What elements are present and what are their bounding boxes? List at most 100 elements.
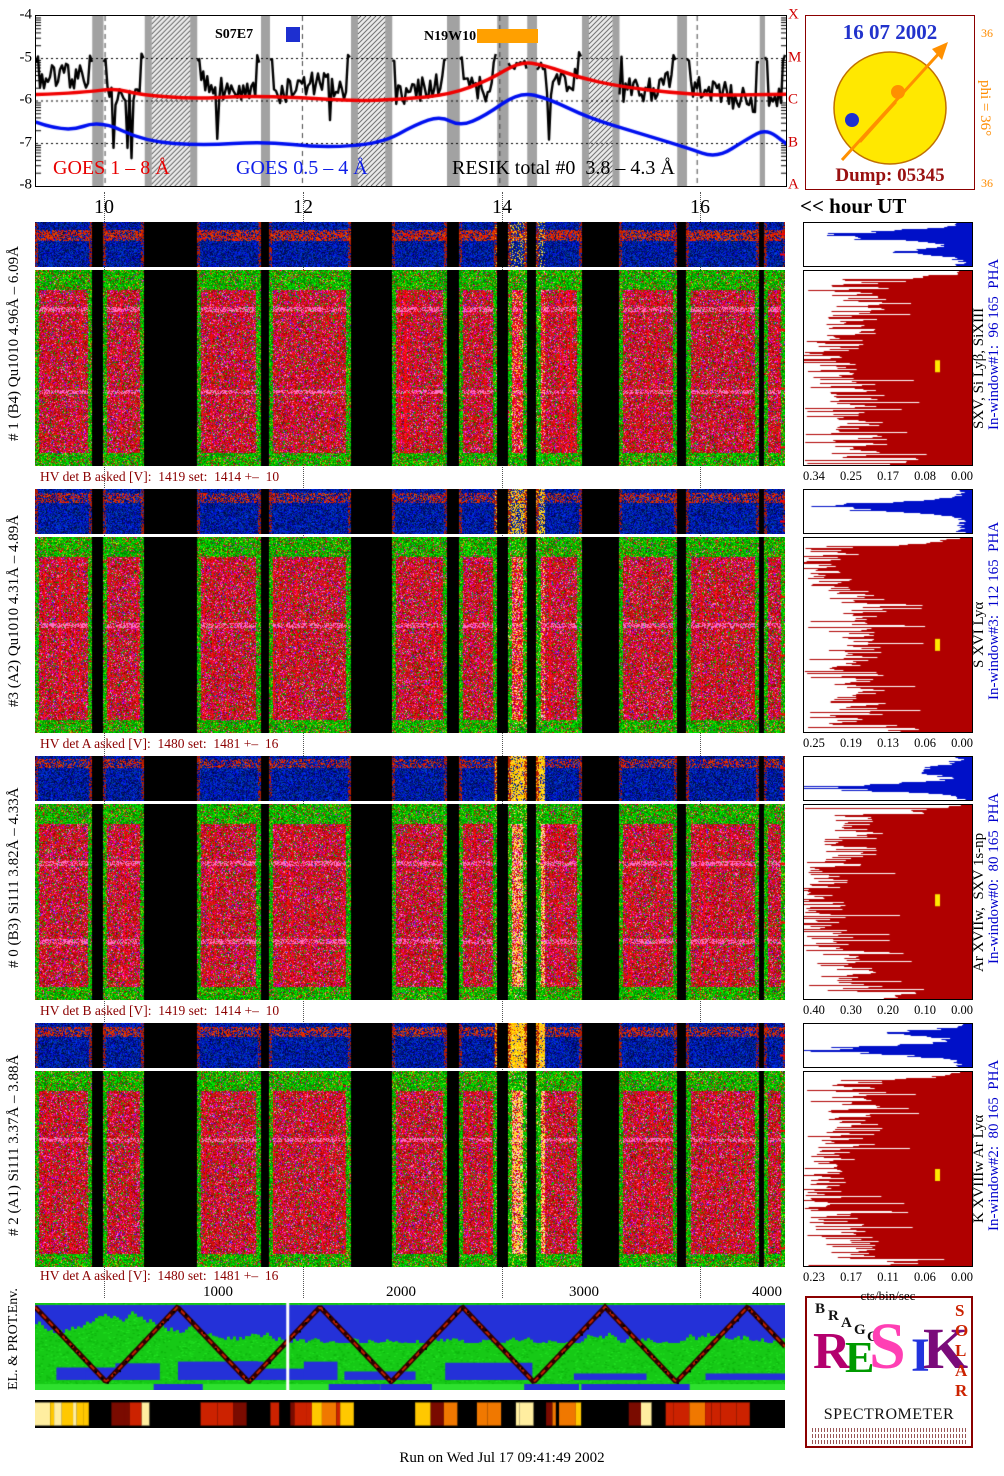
channel-0-pha-histogram <box>803 756 973 801</box>
logo-fineprint <box>812 1428 966 1432</box>
phi-angle-label: phi = 36° <box>977 79 993 137</box>
hour-guideline-14 <box>502 192 503 1298</box>
flare-marker-n19w10-bar <box>477 29 538 43</box>
channel-0-line-ids: Ar XVIIw, SXV 1s-np <box>971 832 987 972</box>
goes-class-c: C <box>788 91 799 108</box>
hist-axis-value: 0.08 <box>914 469 936 483</box>
channel-0-window-label: In-window#0: 80 165 PHA <box>986 792 1002 964</box>
logo-caption: SPECTROMETER <box>823 1406 955 1423</box>
axis-inner-line <box>859 101 897 143</box>
hist-axis-value: 0.34 <box>803 469 825 483</box>
channel-3-spectrum-histogram <box>803 537 973 733</box>
channel-3-window-label: In-window#3: 112 165 PHA <box>986 521 1002 701</box>
hist-axis-value: 0.11 <box>877 1270 899 1284</box>
hour-guideline-12 <box>303 192 304 1298</box>
channel-2-hist-axis: 0.23 0.17 0.11 0.06 0.00 <box>803 1270 973 1285</box>
channel-3-line-ids: S XVI Lyα <box>971 601 987 669</box>
hour-tick-16: 16 <box>690 196 710 218</box>
channel-1-pha-histogram <box>803 222 973 267</box>
hist-axis-value: 0.00 <box>951 1003 973 1017</box>
logo-letter: S <box>869 1310 906 1383</box>
b-angle-top: 36 <box>981 26 993 40</box>
channel-0-hist-axis: 0.40 0.30 0.20 0.10 0.00 <box>803 1003 973 1018</box>
channel-1-hist-axis: 0.34 0.25 0.17 0.08 0.00 <box>803 469 973 484</box>
goes-flux-plot <box>35 15 787 187</box>
hist-axis-unit: cts/bin/sec <box>860 1288 916 1303</box>
goes-ytick--4: -4 <box>19 6 33 23</box>
channel-2-hv-status: HV det A asked [V]: 1480 set: 1481 +– 16 <box>40 1268 279 1283</box>
logo-letter: A <box>955 1361 968 1380</box>
channel-2-spectrogram <box>35 1071 785 1267</box>
channel-1-window-label: In-window#1: 96 165 PHA <box>986 258 1002 430</box>
channel-0-hv-status: HV det B asked [V]: 1419 set: 1414 +– 10 <box>40 1003 280 1018</box>
logo-fineprint <box>812 1434 966 1438</box>
logo-letter: S <box>955 1301 965 1320</box>
channel-1-axis-label: # 1 (B4) Qu1010 4.96Å – 6.09Å <box>6 246 22 442</box>
hour-tick-14: 14 <box>492 196 512 218</box>
channel-0-spectrum-histogram <box>803 804 973 1000</box>
goes-ytick--6: -6 <box>19 91 33 108</box>
hist-axis-value: 0.20 <box>877 1003 899 1017</box>
channel-2-pha-histogram <box>803 1023 973 1068</box>
hist-axis-value: 0.25 <box>840 469 862 483</box>
dump-number: Dump: 05345 <box>835 165 945 186</box>
logo-letter: A <box>841 1315 852 1331</box>
hist-axis-value: 0.30 <box>840 1003 862 1017</box>
environment-panel-label: EL. & PROT.Env. <box>6 1288 21 1390</box>
observation-date: 16 07 2002 <box>842 20 938 44</box>
logo-fineprint <box>812 1440 966 1444</box>
hist-axis-value: 0.06 <box>913 1270 936 1284</box>
goes-class-a: A <box>788 176 799 193</box>
channel-1-line-ids: SXV, Si Lyβ, SiXIII <box>971 307 987 429</box>
solar-disk-drawing <box>833 42 948 165</box>
hist-axis-value: 0.10 <box>914 1003 936 1017</box>
hist-axis-value: 0.23 <box>803 1270 825 1284</box>
goes-class-b: B <box>788 134 799 150</box>
flare-position-s07e7-dot <box>845 113 859 127</box>
axis-arrowhead-icon <box>932 42 948 60</box>
run-timestamp: Run on Wed Jul 17 09:41:49 2002 <box>399 1450 605 1466</box>
hist-axis-value: 0.40 <box>803 1003 825 1017</box>
hist-axis-value: 0.00 <box>951 1270 973 1284</box>
bin-tick-1000: 1000 <box>203 1284 233 1300</box>
logo-letter: O <box>955 1321 969 1340</box>
channel-0-pha-strip <box>35 756 785 801</box>
channel-2-window-label: In-window#2: 80 165 PHA <box>986 1059 1002 1231</box>
goes-class-x: X <box>788 6 799 23</box>
legend-goes-long: GOES 1 – 8 Å <box>53 157 170 179</box>
hist-axis-value: 0.19 <box>840 736 862 750</box>
channel-3-axis-label: #3 (A2) Qu1010 4.31Å – 4.89Å <box>6 514 22 708</box>
channel-1-pha-strip <box>35 222 785 267</box>
hour-guideline-10 <box>104 192 105 1298</box>
hour-tick-12: 12 <box>293 196 313 218</box>
channel-0-axis-label: # 0 (B3) Si111 3.82Å – 4.33Å <box>6 787 22 969</box>
logo-letter: G <box>854 1322 866 1338</box>
logo-letter: R <box>955 1381 968 1400</box>
channel-0-spectrogram <box>35 804 785 1000</box>
logo-letter: G <box>867 1329 879 1345</box>
flare-marker-n19w10-label: N19W10 <box>424 29 477 44</box>
logo-letter: R <box>828 1308 839 1324</box>
solar-disk-panel: 16 07 2002 Dump: 05345 <box>805 15 975 190</box>
channel-3-pha-histogram <box>803 489 973 534</box>
particle-environment-panel <box>35 1303 785 1390</box>
legend-goes-short: GOES 0.5 – 4 Å <box>236 157 368 179</box>
flare-marker-s07e7-label: S07E7 <box>215 27 254 42</box>
hist-axis-value: 0.00 <box>951 736 973 750</box>
goes-ytick--8: -8 <box>19 176 33 193</box>
legend-resik-total: RESIK total #0 3.8 – 4.3 Å <box>452 157 675 179</box>
resik-logo: B R A G G R E S I K S O L A R SPECTROMET… <box>805 1296 973 1448</box>
hist-axis-value: 0.00 <box>951 469 973 483</box>
hist-axis-value: 0.17 <box>877 469 899 483</box>
hist-axis-value: 0.13 <box>877 736 899 750</box>
goes-ytick--7: -7 <box>19 134 33 150</box>
logo-letter: R <box>813 1323 851 1380</box>
bin-tick-3000: 3000 <box>569 1284 599 1300</box>
goes-ytick--5: -5 <box>19 49 33 65</box>
channel-2-line-ids: K XVIIIw Ar Lyα <box>971 1114 987 1224</box>
channel-3-hist-axis: 0.25 0.19 0.13 0.06 0.00 <box>803 736 973 751</box>
logo-letter: B <box>815 1301 826 1317</box>
channel-3-pha-strip <box>35 489 785 534</box>
channel-2-axis-label: # 2 (A1) Si111 3.37Å – 3.88Å <box>6 1054 22 1236</box>
